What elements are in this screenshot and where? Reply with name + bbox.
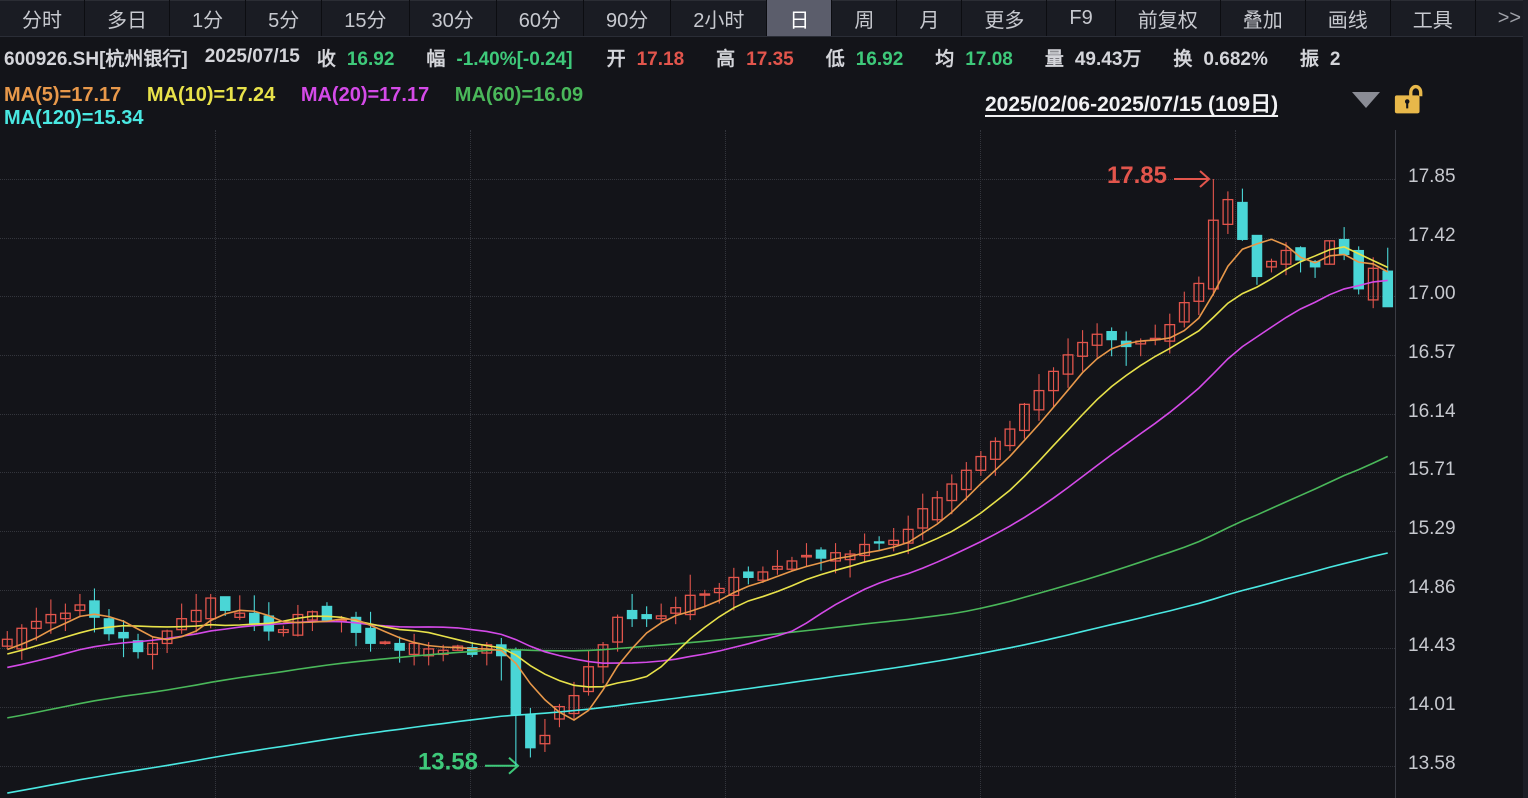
svg-text:13.58: 13.58 [418, 749, 478, 776]
svg-text:17.85: 17.85 [1107, 162, 1167, 189]
